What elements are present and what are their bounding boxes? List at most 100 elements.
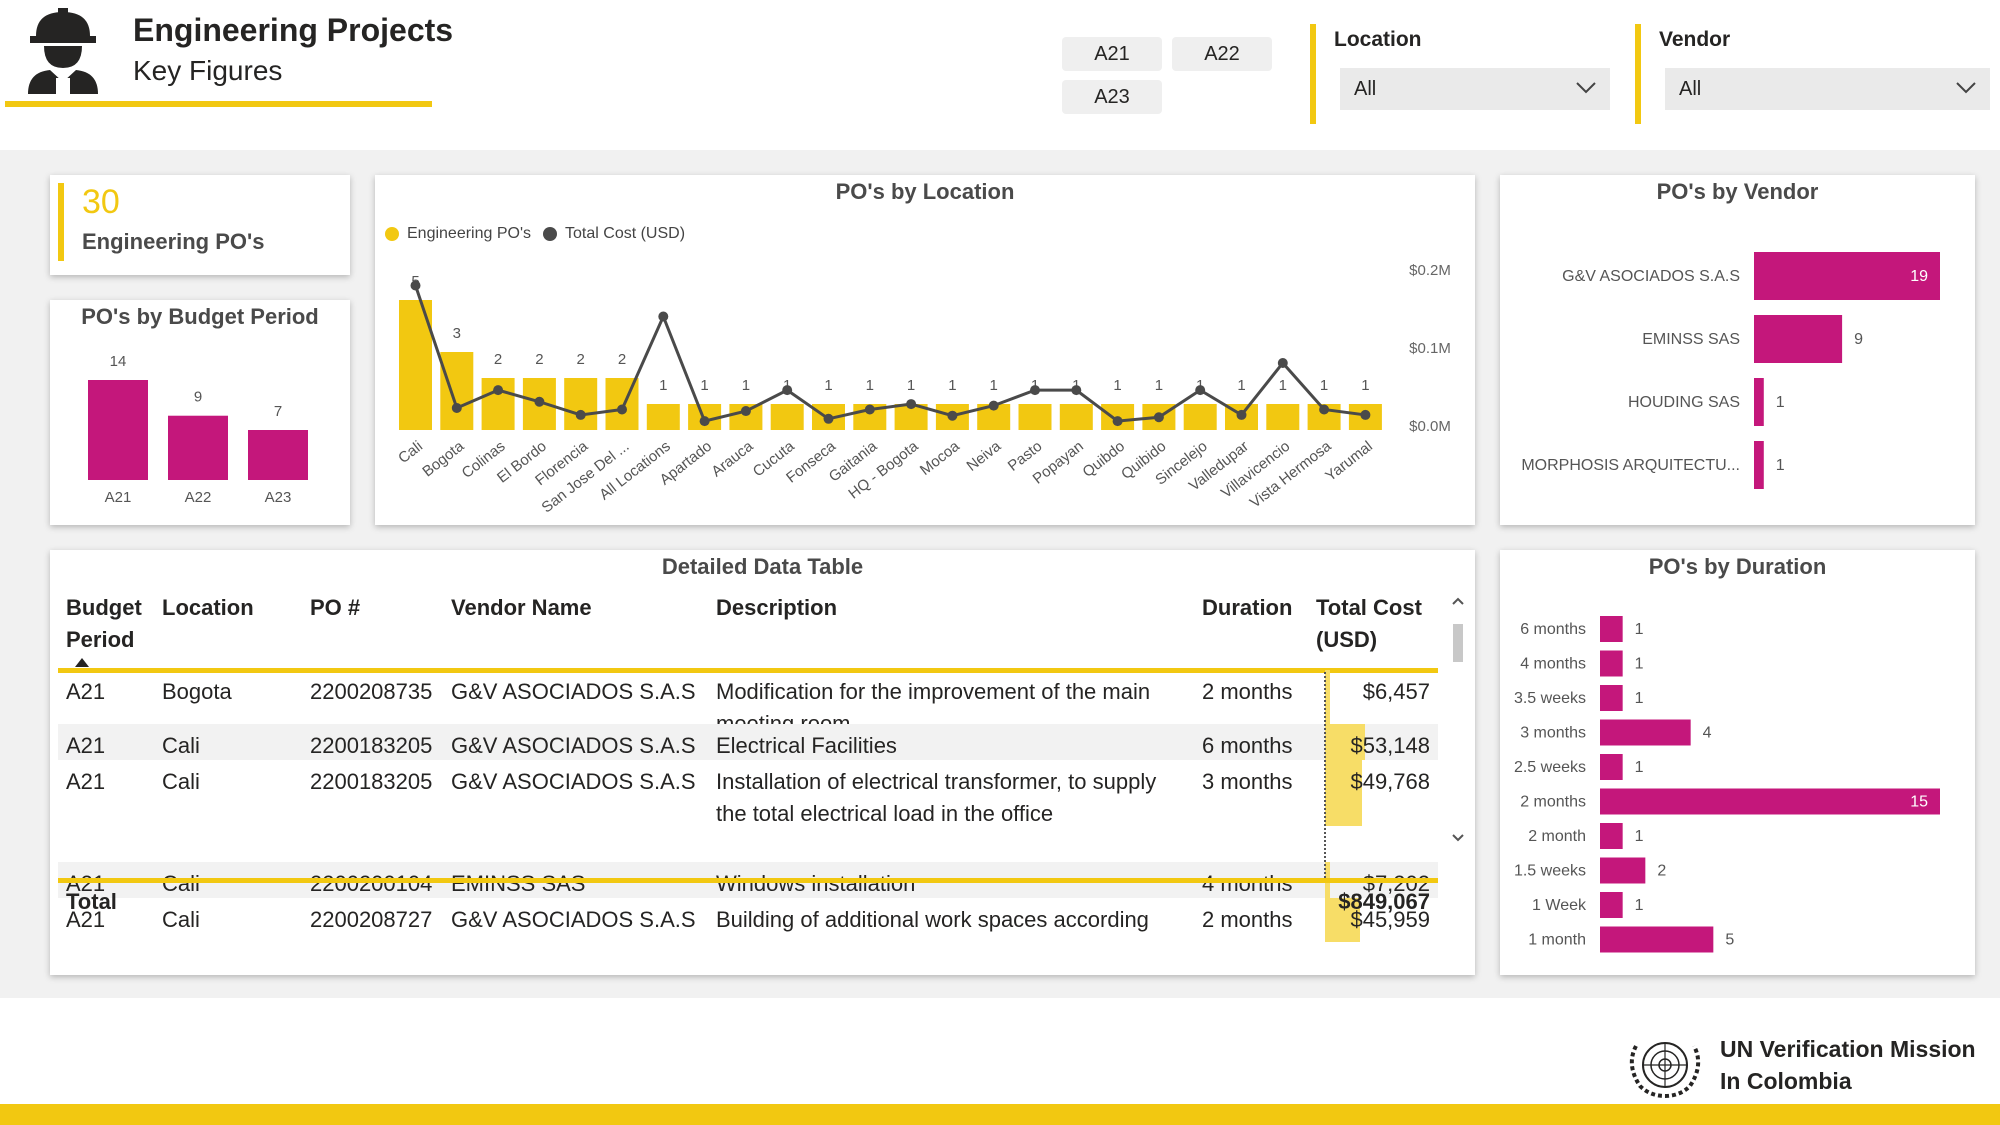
location-bar[interactable] bbox=[646, 404, 680, 430]
scroll-up-icon[interactable] bbox=[1450, 595, 1466, 607]
col-header-budget-period[interactable]: Budget Period bbox=[66, 595, 142, 652]
budget-axis-label: A23 bbox=[265, 489, 292, 506]
duration-category-label: 3.5 weeks bbox=[1514, 690, 1586, 707]
filter-accent-bar bbox=[1635, 24, 1641, 124]
title-underline bbox=[5, 101, 432, 107]
location-bar-label: 1 bbox=[824, 377, 832, 394]
duration-bar[interactable] bbox=[1600, 685, 1623, 711]
kpi-accent-bar bbox=[58, 183, 64, 261]
cell-vendor: G&V ASOCIADOS S.A.S bbox=[451, 733, 696, 758]
sort-ascending-icon[interactable] bbox=[75, 658, 89, 667]
col-header-po[interactable]: PO # bbox=[310, 595, 361, 620]
kpi-label: Engineering PO's bbox=[82, 229, 265, 254]
location-dropdown-value: All bbox=[1354, 77, 1377, 100]
duration-bar[interactable] bbox=[1600, 650, 1623, 677]
duration-value-label: 4 bbox=[1703, 725, 1712, 742]
duration-bar[interactable] bbox=[1600, 616, 1623, 642]
duration-value-label: 1 bbox=[1635, 759, 1644, 776]
location-bar-label: 2 bbox=[494, 351, 502, 368]
location-chart-card[interactable]: PO's by Location Engineering PO's Total … bbox=[375, 175, 1475, 525]
slicer-a21-button[interactable]: A21 bbox=[1062, 37, 1162, 71]
cell-location: Bogota bbox=[162, 679, 232, 704]
location-bar-label: 1 bbox=[1320, 377, 1328, 394]
col-header-vendor[interactable]: Vendor Name bbox=[451, 595, 592, 620]
table-scrollbar[interactable] bbox=[1450, 594, 1466, 844]
col-header-total-cost[interactable]: Total Cost (USD) bbox=[1316, 595, 1422, 652]
legend-label-cost: Total Cost (USD) bbox=[565, 225, 686, 242]
vendor-dropdown[interactable]: All bbox=[1665, 68, 1990, 110]
location-axis-label: Mocoa bbox=[917, 437, 963, 479]
description-line: the total electrical load in the office bbox=[716, 801, 1054, 826]
vendor-bar[interactable] bbox=[1754, 378, 1764, 426]
vendor-bar[interactable] bbox=[1754, 252, 1940, 300]
budget-bar-label: 9 bbox=[194, 389, 202, 406]
location-chart[interactable]: $0.2M$0.1M$0.0M5Cali3Bogota2Colinas2El B… bbox=[375, 175, 1475, 525]
vendor-bar[interactable] bbox=[1754, 315, 1843, 363]
cost-point bbox=[617, 404, 627, 415]
vendor-value-label: 9 bbox=[1854, 331, 1863, 348]
vendor-bar[interactable] bbox=[1754, 441, 1764, 489]
cell-period: A21 bbox=[66, 907, 106, 932]
location-bar[interactable] bbox=[770, 404, 804, 430]
total-value: $849,067 bbox=[1338, 889, 1430, 914]
slicer-a22-button[interactable]: A22 bbox=[1172, 37, 1272, 71]
duration-bar[interactable] bbox=[1600, 754, 1623, 780]
duration-bar[interactable] bbox=[1600, 823, 1623, 849]
location-bar[interactable] bbox=[1018, 404, 1052, 430]
location-bar[interactable] bbox=[440, 352, 474, 430]
location-bar-label: 1 bbox=[659, 377, 667, 394]
vendor-chart-card[interactable]: PO's by Vendor G&V ASOCIADOS S.A.S 19 EMIN… bbox=[1500, 175, 1975, 525]
duration-chart[interactable]: 6 months 1 4 months 1 3.5 weeks 1 3 months 4 2.5… bbox=[1500, 550, 1975, 975]
duration-value-label: 1 bbox=[1635, 828, 1644, 845]
vendor-value-label: 1 bbox=[1776, 394, 1785, 411]
cost-point bbox=[1071, 385, 1082, 396]
scrollbar-thumb[interactable] bbox=[1453, 624, 1463, 662]
location-bar-label: 2 bbox=[535, 351, 543, 368]
cell-period: A21 bbox=[66, 769, 106, 794]
location-bar[interactable] bbox=[1183, 404, 1217, 430]
cost-data-bar bbox=[1325, 724, 1365, 760]
scroll-down-icon[interactable] bbox=[1450, 832, 1466, 844]
budget-bar[interactable] bbox=[88, 380, 148, 480]
cost-data-bar bbox=[1325, 898, 1360, 942]
location-bar[interactable] bbox=[564, 378, 598, 430]
location-bar[interactable] bbox=[1266, 404, 1300, 430]
location-dropdown[interactable]: All bbox=[1340, 68, 1610, 110]
duration-bar[interactable] bbox=[1600, 857, 1646, 884]
vendor-filter-label: Vendor bbox=[1659, 28, 1731, 51]
location-axis-label: Arauca bbox=[708, 437, 756, 480]
duration-bar[interactable] bbox=[1600, 719, 1691, 746]
duration-chart-card[interactable]: PO's by Duration 6 months 1 4 months 1 3.5 w… bbox=[1500, 550, 1975, 975]
budget-period-chart-card[interactable]: PO's by Budget Period 14 A21 9 A22 7 A23 bbox=[50, 300, 350, 525]
budget-axis-label: A21 bbox=[105, 489, 132, 506]
col-header-description[interactable]: Description bbox=[716, 595, 838, 620]
y2-tick-label: $0.2M bbox=[1409, 262, 1451, 279]
detail-table-card[interactable]: Detailed Data Table Budget Period Locati… bbox=[50, 550, 1475, 975]
y2-tick-label: $0.0M bbox=[1409, 418, 1451, 435]
duration-bar[interactable] bbox=[1600, 788, 1940, 815]
cost-point bbox=[906, 399, 917, 410]
col-header-duration[interactable]: Duration bbox=[1202, 595, 1293, 620]
description-line: Building of additional work spaces accor… bbox=[716, 907, 1149, 932]
duration-category-label: 1 month bbox=[1528, 932, 1586, 949]
duration-bar[interactable] bbox=[1600, 926, 1714, 953]
org-name: UN Verification Mission In Colombia bbox=[1720, 1033, 1976, 1097]
duration-bar[interactable] bbox=[1600, 892, 1623, 918]
location-bar-label: 2 bbox=[618, 351, 626, 368]
cell-po: 2200183205 bbox=[310, 769, 433, 794]
vendor-dropdown-value: All bbox=[1679, 77, 1702, 100]
slicer-a23-button[interactable]: A23 bbox=[1062, 80, 1162, 114]
budget-bar[interactable] bbox=[168, 415, 228, 480]
vendor-chart[interactable]: G&V ASOCIADOS S.A.S 19 EMINSS SAS 9 HOUDING … bbox=[1500, 175, 1975, 525]
col-header-location[interactable]: Location bbox=[162, 595, 254, 620]
cost-point bbox=[1112, 416, 1123, 427]
location-axis-label: Cali bbox=[395, 438, 426, 467]
kpi-card[interactable]: 30 Engineering PO's bbox=[50, 175, 350, 275]
report-header: Engineering Projects Key Figures A21 A22… bbox=[0, 0, 2000, 150]
location-bar-label: 1 bbox=[1155, 377, 1163, 394]
cost-point bbox=[988, 400, 999, 411]
location-bar[interactable] bbox=[1059, 404, 1093, 430]
budget-period-chart[interactable]: 14 A21 9 A22 7 A23 bbox=[50, 300, 350, 525]
duration-category-label: 2 month bbox=[1528, 828, 1586, 845]
budget-bar[interactable] bbox=[248, 430, 308, 480]
